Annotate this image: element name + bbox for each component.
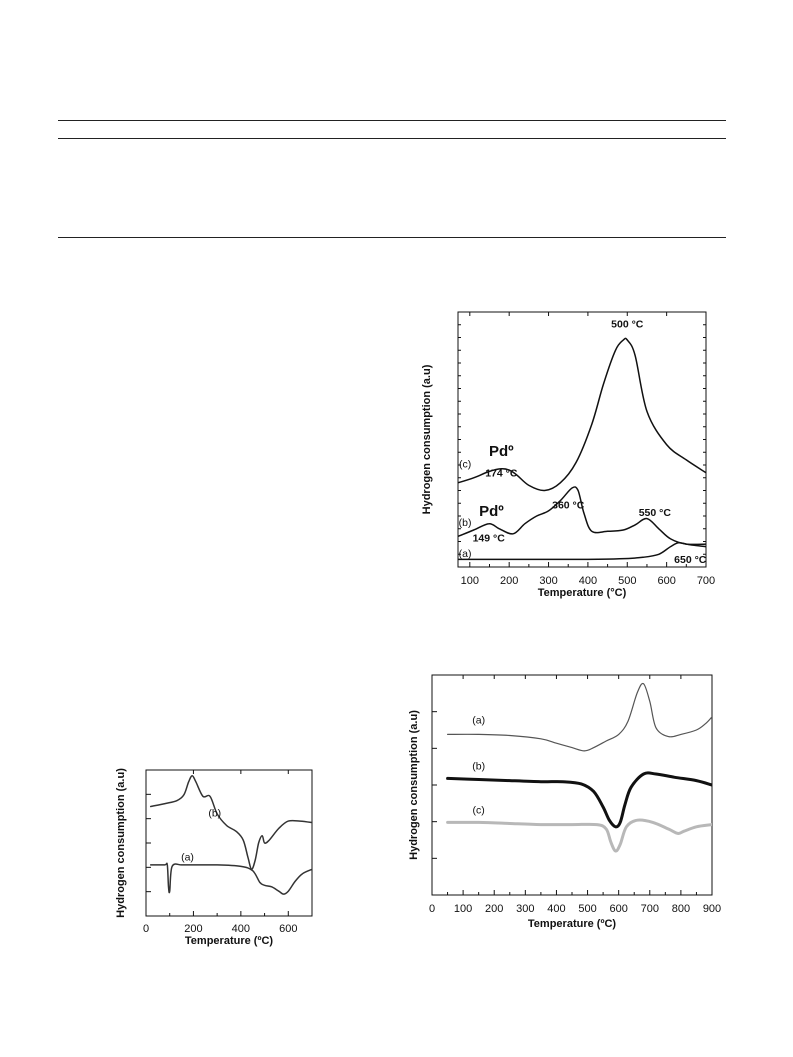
curve-label: (b) [459,517,472,529]
series-line-0 [447,682,712,752]
curve-label: (c) [473,805,485,817]
x-tick-label: 500 [618,575,636,587]
series-line-2 [458,541,706,561]
x-tick-label: 600 [657,575,675,587]
peak-annotation: 550 °C [639,507,672,519]
x-tick-label: 200 [485,903,503,915]
peak-annotation: 174 °C [485,467,518,479]
plot-frame [431,674,713,896]
y-axis-title: Hydrogen consumption (a.u) [115,768,127,918]
plot-frame [145,769,313,917]
x-tick-label: 200 [500,575,518,587]
series-line-1 [446,771,712,829]
plot-frame [457,311,707,568]
x-tick-label: 200 [184,923,202,935]
tpr-chart-small: 0 200 400 600 Temperature (ºC) Hydrogen consu… [115,768,313,947]
x-tick-label: 500 [578,903,596,915]
x-tick-label: 800 [672,903,690,915]
x-tick-label: 300 [539,575,557,587]
header-rule-top [58,120,726,121]
x-tick-label: 400 [232,923,250,935]
header-rule-bottom [58,138,726,139]
table-rule-bottom [58,237,726,238]
tpr-chart-three-curves: 0 100 200 300 400 500 600 700 800 900 Temperature … [408,674,721,930]
tpr-chart-pd-catalysts: 100 200 300 400 500 600 700 Temperature (°C) Hyd… [421,311,715,599]
y-axis-title: Hydrogen consumption (a.u) [421,364,433,514]
peak-annotation: Pdº [489,443,514,460]
x-tick-label: 0 [429,903,435,915]
peak-annotation: 360 °C [552,499,585,511]
x-tick-label: 700 [641,903,659,915]
curve-label: (b) [208,808,221,820]
x-tick-label: 700 [697,575,715,587]
curve-label: (a) [472,714,485,726]
curve-label: (a) [181,852,194,864]
series-line-0 [149,775,312,871]
y-axis-title: Hydrogen consumption (a.u) [408,710,420,860]
x-tick-label: 600 [279,923,297,935]
x-tick-label: 300 [516,903,534,915]
peak-annotation: 650 °C [674,554,707,566]
series-line-1 [149,862,312,895]
curve-label: (b) [472,761,485,773]
peak-annotation: 500 °C [611,318,644,330]
series-line-1 [458,486,706,546]
x-tick-label: 900 [703,903,721,915]
peak-annotation: 149 °C [473,533,506,545]
series-line-2 [446,818,712,853]
x-tick-label: 400 [579,575,597,587]
series-line-0 [458,337,706,492]
x-tick-label: 600 [609,903,627,915]
x-axis-title: Temperature (ºC) [185,935,273,947]
x-axis-title: Temperature (°C) [538,587,627,599]
x-tick-label: 100 [454,903,472,915]
x-tick-label: 400 [547,903,565,915]
peak-annotation: Pdº [479,503,504,520]
x-tick-label: 0 [143,923,149,935]
x-axis-title: Temperature (ºC) [528,918,616,930]
curve-label: (a) [459,548,472,560]
x-tick-label: 100 [461,575,479,587]
curve-label: (c) [459,459,471,471]
